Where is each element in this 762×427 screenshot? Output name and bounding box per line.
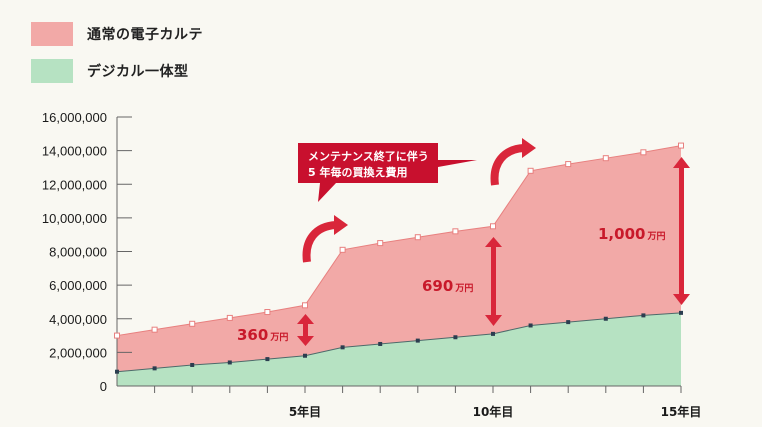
data-point-standard-emr	[226, 314, 233, 321]
legend-label: デジカル一体型	[87, 64, 189, 80]
data-point-digikar	[566, 320, 571, 325]
data-point-digikar	[679, 310, 683, 315]
data-point-standard-emr	[640, 149, 647, 156]
diff-label-15y: 1,000 万円	[598, 225, 665, 243]
legend-item-digikar: デジカル一体型	[31, 59, 189, 83]
y-tick-label: 10,000,000	[42, 211, 107, 226]
data-point-standard-emr	[114, 332, 120, 339]
data-point-digikar	[115, 369, 119, 374]
data-point-digikar	[415, 338, 420, 343]
legend-label: 通常の電子カルテ	[87, 27, 203, 43]
x-tick-label: 5年目	[289, 404, 321, 419]
x-tick-label: 10年目	[473, 404, 514, 419]
data-point-digikar	[528, 323, 533, 328]
data-point-standard-emr	[565, 161, 572, 168]
series-areas	[116, 145, 682, 386]
y-tick-label: 16,000,000	[42, 110, 107, 125]
data-point-digikar	[603, 316, 608, 321]
curved-arrow-icon	[490, 138, 536, 186]
data-point-standard-emr	[678, 142, 684, 149]
legend-swatch-green	[31, 59, 73, 83]
legend-item-standard-emr: 通常の電子カルテ	[31, 22, 203, 46]
double-arrow-icon	[673, 157, 690, 305]
x-tick-label: 15年目	[661, 404, 702, 419]
diff-label-5y: 360 万円	[237, 326, 288, 344]
data-point-standard-emr	[602, 155, 609, 162]
diff-label-10y: 690 万円	[422, 277, 473, 295]
area-digikar	[117, 312, 681, 386]
y-tick-label: 4,000,000	[49, 312, 107, 327]
data-point-standard-emr	[377, 240, 384, 247]
y-tick-label: 6,000,000	[49, 278, 107, 293]
data-point-digikar	[641, 313, 646, 318]
callout-line-1: メンテナンス終了に伴う	[308, 149, 429, 163]
callout-line-2: 5 年毎の買換え費用	[308, 165, 407, 179]
axes: 0 2,000,000 4,000,000 6,000,000 8,000,000 10,…	[42, 110, 701, 419]
curved-arrow-icon	[302, 215, 348, 263]
data-point-standard-emr	[527, 167, 534, 174]
data-point-digikar	[378, 341, 383, 346]
legend-swatch-red	[31, 22, 73, 46]
data-point-standard-emr	[339, 246, 346, 253]
data-point-standard-emr	[264, 309, 271, 316]
data-point-digikar	[340, 345, 345, 350]
data-point-standard-emr	[189, 320, 196, 327]
data-point-standard-emr	[490, 223, 496, 230]
callout-box: メンテナンス終了に伴う 5 年毎の買換え費用	[298, 143, 477, 202]
double-arrow-icon	[297, 314, 314, 346]
double-arrow-icon	[485, 237, 502, 326]
data-point-digikar	[152, 366, 157, 371]
data-point-digikar	[227, 360, 232, 365]
data-point-digikar	[190, 362, 195, 367]
data-point-digikar	[265, 357, 270, 362]
y-tick-label: 2,000,000	[49, 345, 107, 360]
data-point-digikar	[453, 335, 458, 340]
y-tick-label: 14,000,000	[42, 144, 107, 159]
data-point-digikar	[303, 353, 307, 358]
y-tick-label: 8,000,000	[49, 245, 107, 260]
data-point-standard-emr	[302, 302, 308, 309]
y-tick-label: 12,000,000	[42, 177, 107, 192]
data-point-standard-emr	[151, 326, 158, 333]
data-point-standard-emr	[414, 234, 421, 241]
y-tick-label: 0	[100, 379, 107, 394]
data-point-standard-emr	[452, 228, 459, 235]
series-markers	[114, 142, 684, 374]
data-point-digikar	[491, 331, 495, 336]
